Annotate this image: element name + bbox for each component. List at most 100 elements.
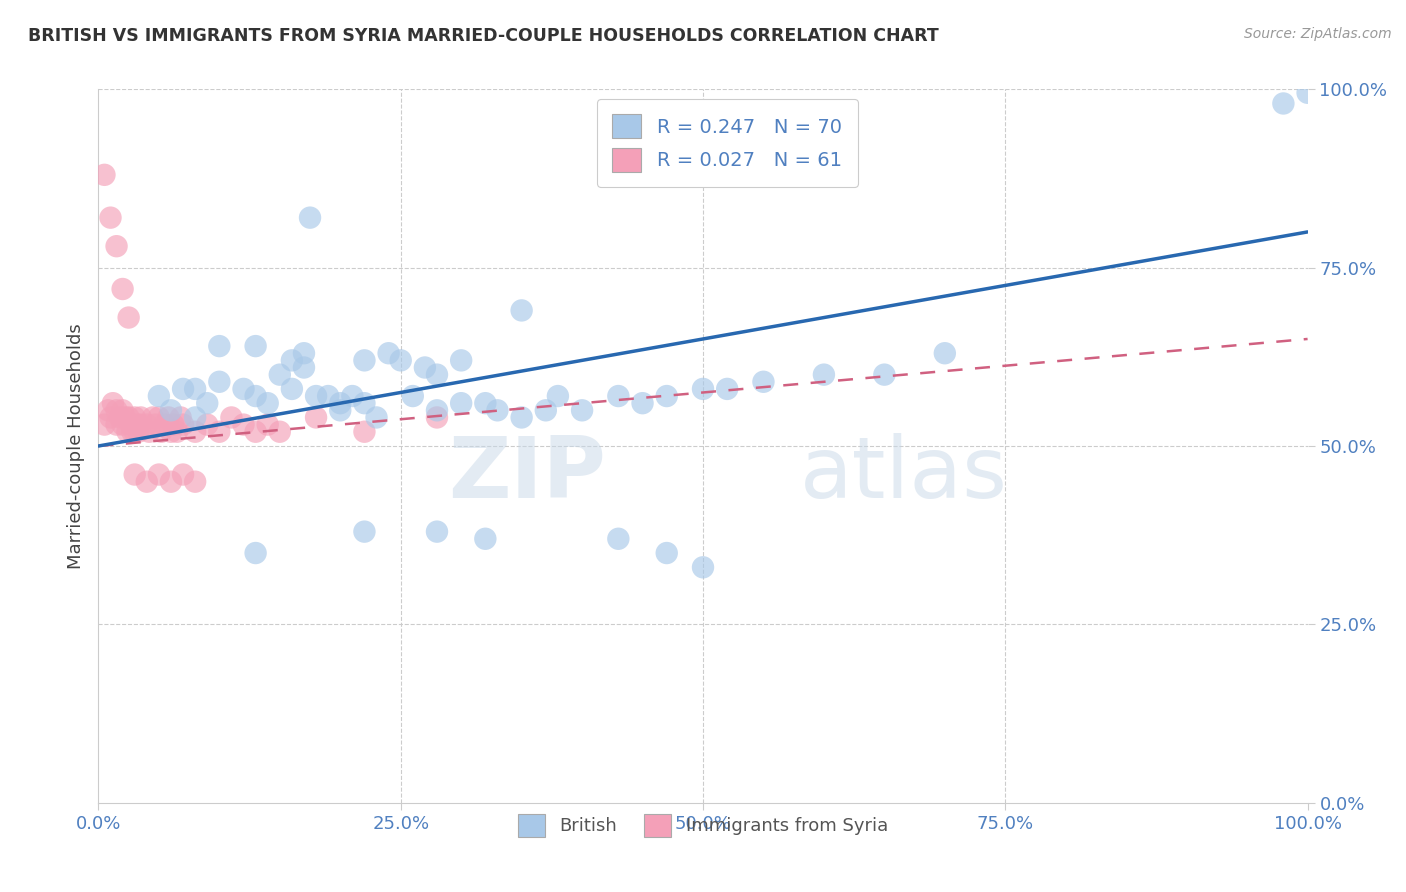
Point <box>813 368 835 382</box>
Point <box>1272 96 1295 111</box>
Point <box>221 410 243 425</box>
Point <box>232 417 254 432</box>
Point <box>353 353 375 368</box>
Point <box>547 389 569 403</box>
Point <box>426 368 449 382</box>
Point <box>474 532 496 546</box>
Point <box>377 346 399 360</box>
Point <box>607 389 630 403</box>
Point <box>534 403 557 417</box>
Point <box>692 560 714 574</box>
Point <box>413 360 436 375</box>
Point <box>153 417 176 432</box>
Point <box>245 389 267 403</box>
Point <box>105 403 128 417</box>
Point <box>160 403 183 417</box>
Point <box>118 310 141 325</box>
Point <box>353 524 375 539</box>
Point <box>474 396 496 410</box>
Point <box>329 396 352 410</box>
Point <box>208 339 231 353</box>
Point <box>172 417 194 432</box>
Point <box>299 211 322 225</box>
Point <box>281 382 304 396</box>
Point <box>114 410 136 425</box>
Point <box>120 417 142 432</box>
Text: atlas: atlas <box>800 433 1008 516</box>
Point <box>571 403 593 417</box>
Point <box>184 382 207 396</box>
Point <box>124 410 146 425</box>
Point <box>256 396 278 410</box>
Point <box>245 546 267 560</box>
Point <box>256 417 278 432</box>
Point <box>426 410 449 425</box>
Point <box>127 425 149 439</box>
Point <box>184 410 207 425</box>
Point <box>160 475 183 489</box>
Point <box>232 382 254 396</box>
Point <box>342 389 364 403</box>
Point <box>162 417 184 432</box>
Point <box>117 425 139 439</box>
Point <box>245 339 267 353</box>
Point <box>124 425 146 439</box>
Point <box>148 389 170 403</box>
Point <box>105 239 128 253</box>
Point <box>195 417 218 432</box>
Point <box>100 410 122 425</box>
Point <box>353 425 375 439</box>
Point <box>184 425 207 439</box>
Point <box>402 389 425 403</box>
Text: BRITISH VS IMMIGRANTS FROM SYRIA MARRIED-COUPLE HOUSEHOLDS CORRELATION CHART: BRITISH VS IMMIGRANTS FROM SYRIA MARRIED… <box>28 27 939 45</box>
Point <box>655 389 678 403</box>
Point <box>100 211 122 225</box>
Point <box>111 282 134 296</box>
Point <box>269 368 291 382</box>
Point <box>172 467 194 482</box>
Point <box>129 417 152 432</box>
Point <box>157 410 180 425</box>
Point <box>135 475 157 489</box>
Point <box>305 410 328 425</box>
Point <box>316 389 339 403</box>
Point <box>934 346 956 360</box>
Point <box>292 346 315 360</box>
Point <box>292 360 315 375</box>
Point <box>426 403 449 417</box>
Point <box>93 417 115 432</box>
Point <box>655 546 678 560</box>
Point <box>97 403 120 417</box>
Text: ZIP: ZIP <box>449 433 606 516</box>
Point <box>692 382 714 396</box>
Point <box>607 532 630 546</box>
Point <box>118 410 141 425</box>
Point <box>195 396 218 410</box>
Point <box>1296 86 1319 100</box>
Point <box>281 353 304 368</box>
Point <box>169 410 191 425</box>
Point <box>105 417 128 432</box>
Point <box>208 425 231 439</box>
Point <box>143 417 166 432</box>
Point <box>93 168 115 182</box>
Point <box>184 475 207 489</box>
Point <box>129 410 152 425</box>
Point <box>245 425 267 439</box>
Point <box>138 425 160 439</box>
Point <box>108 410 131 425</box>
Point <box>450 353 472 368</box>
Point <box>135 417 157 432</box>
Point <box>208 375 231 389</box>
Point <box>111 403 134 417</box>
Point <box>873 368 896 382</box>
Point <box>510 303 533 318</box>
Text: Source: ZipAtlas.com: Source: ZipAtlas.com <box>1244 27 1392 41</box>
Point <box>305 389 328 403</box>
Point <box>426 524 449 539</box>
Point <box>172 382 194 396</box>
Point <box>450 396 472 410</box>
Point <box>148 467 170 482</box>
Point <box>148 410 170 425</box>
Point <box>510 410 533 425</box>
